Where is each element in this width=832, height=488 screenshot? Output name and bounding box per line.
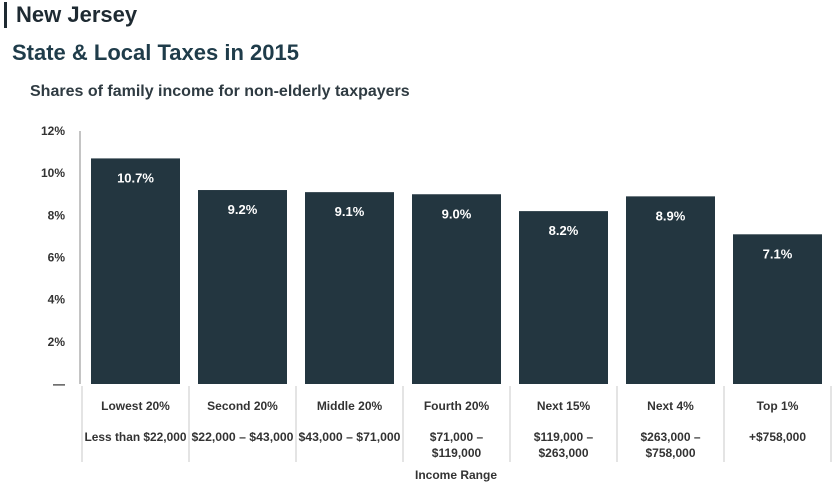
- x-axis-title: Income Range: [415, 468, 497, 482]
- x-category-label: Lowest 20%: [101, 399, 170, 413]
- y-tick-label: 10%: [41, 166, 65, 180]
- x-category-label: Next 4%: [647, 399, 694, 413]
- x-range-label: $263,000 –: [640, 430, 700, 444]
- bar-value-label: 8.9%: [656, 208, 686, 223]
- bar: [519, 211, 608, 384]
- state-title: New Jersey: [4, 2, 137, 28]
- x-range-label: $71,000 –: [430, 430, 484, 444]
- bar-value-label: 8.2%: [549, 223, 579, 238]
- x-category-label: Fourth 20%: [424, 399, 490, 413]
- y-tick-label: 4%: [48, 293, 66, 307]
- bar: [305, 192, 394, 384]
- bar-value-label: 9.1%: [335, 204, 365, 219]
- x-category-label: Next 15%: [537, 399, 591, 413]
- y-tick-label: 2%: [48, 335, 66, 349]
- x-category-label: Second 20%: [207, 399, 278, 413]
- bar-value-label: 9.2%: [228, 202, 258, 217]
- x-range-label: $119,000 –: [534, 430, 594, 444]
- bar: [91, 158, 180, 384]
- y-tick-label: 6%: [48, 251, 66, 265]
- x-range-label: Less than $22,000: [85, 430, 187, 444]
- bar-value-label: 7.1%: [763, 246, 793, 261]
- x-category-label: Middle 20%: [317, 399, 383, 413]
- x-range-label: $43,000 – $71,000: [299, 430, 401, 444]
- chart-subtitle: Shares of family income for non-elderly …: [30, 83, 410, 100]
- bar: [626, 196, 715, 384]
- x-category-label: Top 1%: [757, 399, 799, 413]
- x-range-label: $119,000: [432, 446, 482, 460]
- y-tick-label: 12%: [41, 124, 65, 138]
- bar: [733, 234, 822, 384]
- x-range-label: $758,000: [645, 446, 695, 460]
- x-range-label: $263,000: [538, 446, 588, 460]
- bar: [412, 194, 501, 384]
- chart-title: State & Local Taxes in 2015: [12, 40, 299, 65]
- x-range-label: $22,000 – $43,000: [192, 430, 294, 444]
- x-range-label: +$758,000: [749, 430, 806, 444]
- bar: [198, 190, 287, 384]
- bar-value-label: 10.7%: [117, 170, 154, 185]
- y-tick-label: 8%: [48, 208, 66, 222]
- bar-value-label: 9.0%: [442, 206, 472, 221]
- y-tick-label: —: [53, 377, 65, 391]
